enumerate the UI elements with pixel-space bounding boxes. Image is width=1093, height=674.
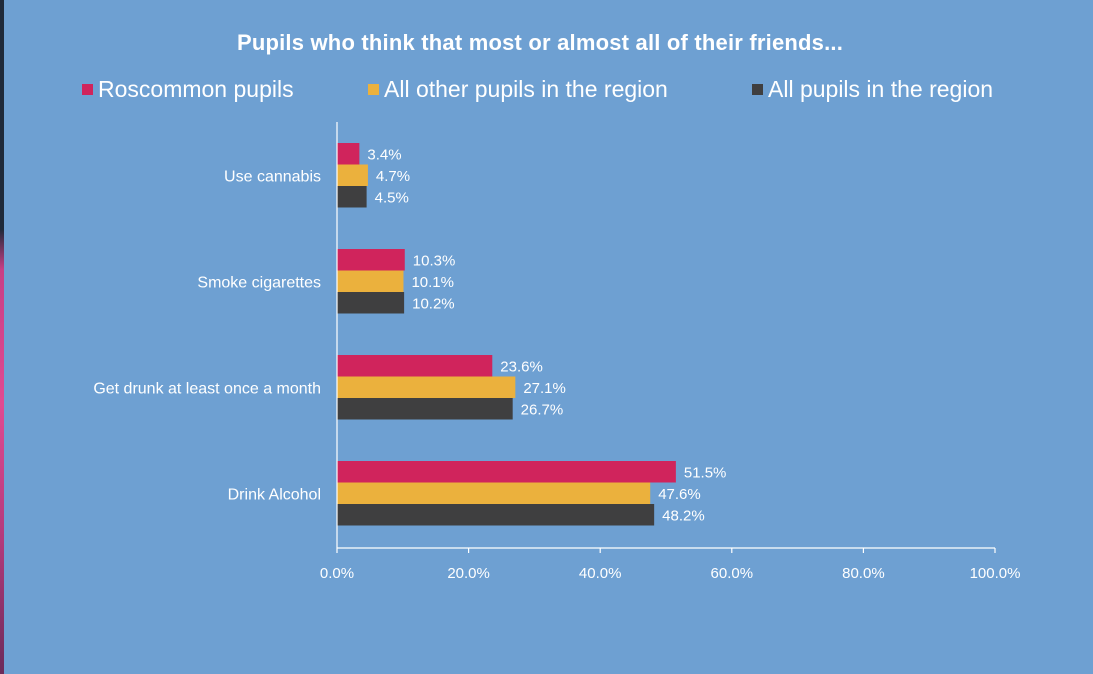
legend-item-other-pupils: All other pupils in the region (368, 76, 668, 103)
data-label-2-1: 27.1% (523, 380, 566, 397)
bar-0-0 (337, 143, 360, 165)
data-label-3-0: 51.5% (684, 464, 727, 481)
left-edge-strip (0, 0, 4, 674)
legend-swatch-other-pupils (368, 84, 379, 95)
legend-swatch-all-pupils (752, 84, 763, 95)
x-tick-label-2: 40.0% (579, 565, 622, 582)
bar-0-1 (337, 164, 368, 186)
chart-legend: Roscommon pupils All other pupils in the… (0, 76, 1093, 106)
data-label-1-2: 10.2% (412, 295, 455, 312)
category-label-2: Get drunk at least once a month (93, 380, 321, 397)
legend-label-other-pupils: All other pupils in the region (384, 76, 668, 102)
data-label-0-2: 4.5% (375, 189, 409, 206)
x-tick-label-3: 60.0% (711, 565, 754, 582)
bar-0-2 (337, 186, 367, 208)
data-label-2-2: 26.7% (521, 401, 564, 418)
data-label-3-1: 47.6% (658, 486, 701, 503)
bar-3-1 (337, 482, 651, 504)
bar-2-2 (337, 398, 513, 420)
data-label-1-0: 10.3% (413, 252, 456, 269)
x-tick-label-4: 80.0% (842, 565, 885, 582)
data-label-3-2: 48.2% (662, 507, 705, 524)
x-tick-label-0: 0.0% (320, 565, 354, 582)
bar-1-0 (337, 249, 405, 271)
bar-3-2 (337, 504, 655, 526)
data-label-0-0: 3.4% (367, 146, 401, 163)
data-label-1-1: 10.1% (411, 274, 454, 291)
data-label-0-1: 4.7% (376, 168, 410, 185)
data-label-2-0: 23.6% (500, 358, 543, 375)
chart-title: Pupils who think that most or almost all… (236, 30, 844, 55)
bar-1-2 (337, 292, 405, 314)
bar-2-0 (337, 355, 493, 377)
bar-1-1 (337, 270, 404, 292)
category-label-3: Drink Alcohol (228, 486, 321, 503)
category-label-0: Use cannabis (224, 168, 321, 185)
legend-item-all-pupils: All pupils in the region (752, 76, 993, 103)
legend-label-all-pupils: All pupils in the region (768, 76, 994, 102)
legend-label-roscommon: Roscommon pupils (98, 76, 294, 102)
legend-swatch-roscommon (82, 84, 93, 95)
legend-item-roscommon: Roscommon pupils (82, 76, 294, 103)
bar-2-1 (337, 376, 516, 398)
category-label-1: Smoke cigarettes (197, 274, 321, 291)
x-tick-label-1: 20.0% (447, 565, 490, 582)
bar-3-0 (337, 461, 676, 483)
x-tick-label-5: 100.0% (970, 565, 1021, 582)
